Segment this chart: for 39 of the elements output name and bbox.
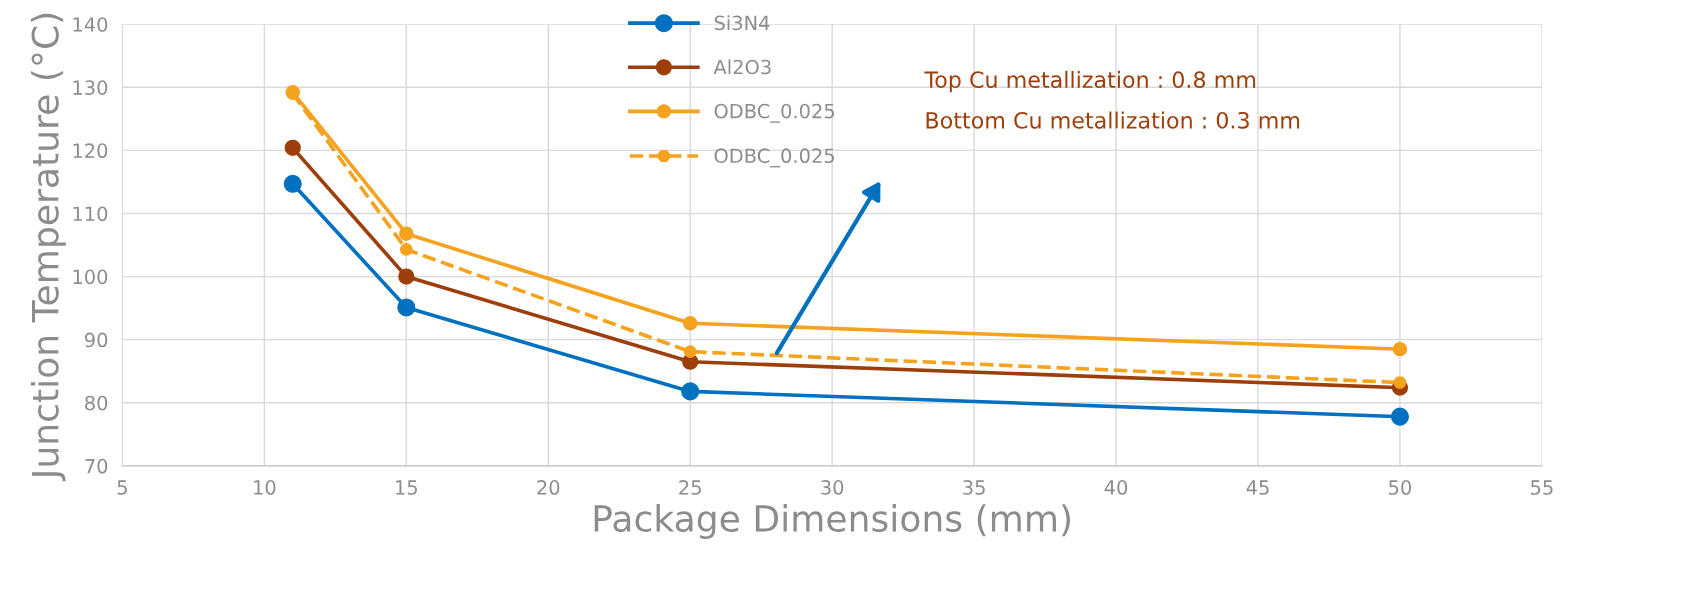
x-tick-label: 25: [679, 480, 701, 495]
point: [283, 174, 302, 193]
x-tick-label: 35: [963, 480, 985, 495]
y-tick-label: 90: [84, 332, 108, 348]
x-tick-label: 50: [1389, 480, 1412, 495]
y-tick-label: 70: [85, 458, 108, 474]
x-tick-label: 20: [537, 480, 560, 495]
y-tick-label: 130: [73, 80, 108, 95]
y-tick-label: 100: [73, 269, 108, 285]
x-tick-label: 30: [821, 480, 844, 495]
y-axis-title: Junction Temperature (°C): [30, 13, 66, 482]
x-tick-label: 45: [1246, 480, 1269, 495]
x-tick-label: 5: [117, 480, 127, 495]
legend-label: Al2O3: [713, 59, 771, 75]
point: [398, 268, 415, 285]
y-tick-label: 110: [73, 206, 108, 222]
point: [399, 243, 413, 256]
annotation: Bottom Cu metallization : 0.3 mm: [926, 111, 1300, 129]
legend-label: ODBC_0.025: [714, 103, 835, 123]
legend-label: Si3N4: [714, 15, 770, 31]
x-tick-label: 10: [254, 480, 276, 495]
point: [1390, 407, 1409, 426]
point: [681, 382, 700, 401]
point: [1393, 376, 1407, 389]
point: [683, 345, 697, 358]
y-tick-label: 120: [73, 143, 108, 159]
y-tick-label: 80: [85, 395, 108, 411]
annotation: Top Cu metallization : 0.8 mm: [924, 70, 1256, 93]
point: [1392, 341, 1408, 357]
x-tick-label: 55: [1531, 480, 1553, 495]
point: [399, 226, 414, 241]
x-tick-label: 15: [396, 480, 417, 495]
legend-label: ODBC_0.025: [714, 148, 835, 168]
point: [682, 316, 698, 331]
y-tick-label: 140: [73, 17, 108, 32]
point: [284, 139, 301, 156]
point: [397, 298, 416, 317]
x-tick-label: 40: [1104, 480, 1128, 495]
x-axis-title: Package Dimensions (mm): [594, 504, 1071, 540]
